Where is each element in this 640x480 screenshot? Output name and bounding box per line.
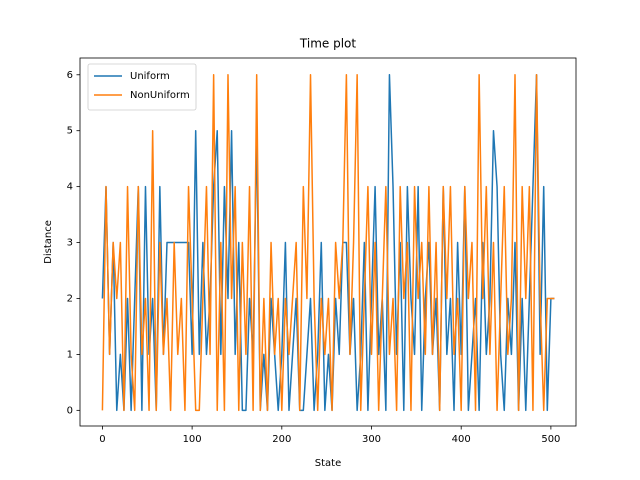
plot-frame bbox=[79, 57, 577, 427]
chart-title: Time plot bbox=[299, 37, 356, 51]
x-tick-label: 200 bbox=[272, 434, 291, 445]
y-tick-label: 1 bbox=[67, 349, 73, 360]
y-tick-label: 3 bbox=[67, 238, 73, 249]
x-tick-label: 400 bbox=[452, 434, 471, 445]
series-line bbox=[101, 74, 555, 412]
x-tick-label: 300 bbox=[362, 434, 381, 445]
y-tick-label: 0 bbox=[67, 405, 73, 416]
y-tick-label: 5 bbox=[67, 126, 73, 137]
x-axis-label: State bbox=[315, 458, 341, 469]
y-axis-label: Distance bbox=[43, 220, 54, 264]
series-line bbox=[101, 74, 555, 412]
legend-label: Uniform bbox=[130, 71, 170, 82]
x-tick-label: 500 bbox=[541, 434, 560, 445]
y-tick-label: 4 bbox=[67, 182, 73, 193]
y-tick-label: 2 bbox=[67, 293, 73, 304]
y-tick-label: 6 bbox=[67, 70, 73, 81]
legend-label: NonUniform bbox=[130, 90, 190, 101]
x-tick-label: 0 bbox=[99, 434, 105, 445]
x-tick-label: 100 bbox=[183, 434, 202, 445]
